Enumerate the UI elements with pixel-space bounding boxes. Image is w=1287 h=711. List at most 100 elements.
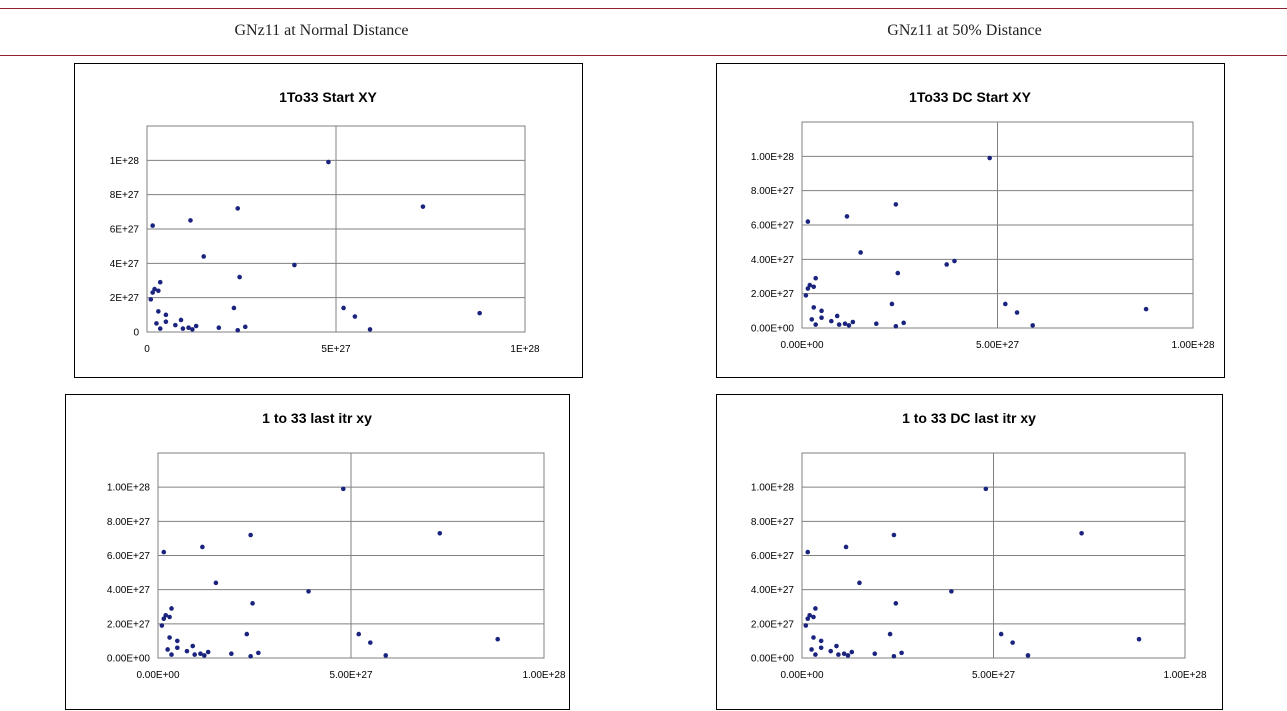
data-point <box>150 223 155 228</box>
x-tick-label: 0 <box>144 344 150 355</box>
data-point <box>893 601 899 606</box>
data-point <box>237 274 242 280</box>
y-tick-label: 0.00E+00 <box>751 654 795 665</box>
data-point <box>198 651 203 657</box>
y-tick-label: 2.00E+27 <box>751 289 795 300</box>
data-point <box>156 309 161 314</box>
data-point <box>190 327 195 332</box>
data-point <box>949 589 954 594</box>
data-point <box>235 327 241 333</box>
y-tick-label: 6E+27 <box>110 225 140 236</box>
data-point <box>998 631 1004 637</box>
data-point <box>1025 653 1031 658</box>
data-point <box>352 314 358 319</box>
data-point <box>163 312 169 318</box>
data-point <box>200 544 205 550</box>
data-point <box>250 601 255 606</box>
data-point <box>192 652 197 657</box>
x-tick-label: 1.00E+28 <box>522 670 566 681</box>
data-point <box>1143 306 1149 312</box>
data-point <box>1014 310 1020 315</box>
y-tick-label: 2.00E+27 <box>751 619 795 630</box>
x-tick-label: 0.00E+00 <box>780 670 824 681</box>
y-tick-label: 1E+28 <box>110 156 140 167</box>
data-point <box>901 320 906 326</box>
chart-panel-half-last: 1 to 33 DC last itr xy 0.00E+00 2.00E+27 4.… <box>716 394 1223 710</box>
data-point <box>180 326 186 331</box>
y-tick-label: 1.00E+28 <box>751 483 795 494</box>
y-tick-label: 2.00E+27 <box>107 619 151 630</box>
y-tick-label: 8E+27 <box>110 190 140 201</box>
y-tick-label: 2E+27 <box>110 293 140 304</box>
y-tick-label: 0.00E+00 <box>107 654 151 665</box>
data-point <box>161 616 167 622</box>
data-point <box>163 319 169 324</box>
data-point <box>201 254 206 259</box>
x-tick-label: 0.00E+00 <box>780 340 824 351</box>
y-tick-label: 0 <box>133 328 139 339</box>
data-point <box>244 631 250 637</box>
data-point <box>306 589 311 594</box>
chart-panel-normal-start: 1To33 Start XY 0 2E+27 4E+27 6E+27 8E+27 1E+28… <box>74 63 583 378</box>
header-left: GNz11 at Normal Distance <box>234 22 409 39</box>
data-point <box>1010 640 1015 645</box>
data-point <box>242 324 248 330</box>
y-tick-label: 0.00E+00 <box>751 324 795 335</box>
chart-panel-normal-last: 1 to 33 last itr xy 0.00E+00 2.00E+27 4.00E… <box>65 394 570 710</box>
data-point <box>857 580 862 586</box>
y-tick-label: 8.00E+27 <box>751 517 795 528</box>
data-point <box>156 288 161 294</box>
data-point <box>813 606 818 611</box>
data-point <box>811 635 816 640</box>
data-point <box>150 290 155 295</box>
data-point <box>477 310 482 316</box>
data-point <box>163 612 169 618</box>
data-point <box>813 275 818 281</box>
y-tick-label: 1.00E+28 <box>107 483 151 494</box>
data-point <box>836 322 842 327</box>
y-tick-label: 4.00E+27 <box>751 255 795 266</box>
data-point <box>213 580 219 586</box>
data-point <box>983 486 989 492</box>
data-point <box>893 323 899 329</box>
data-point <box>193 323 199 329</box>
data-point <box>154 321 159 326</box>
y-tick-label: 1.00E+28 <box>751 152 795 163</box>
data-point <box>819 308 824 314</box>
data-point <box>818 645 824 651</box>
chart-half-last: 1 to 33 DC last itr xy 0.00E+00 2.00E+27 4.… <box>751 410 1207 681</box>
data-point <box>891 653 897 659</box>
data-point <box>231 305 237 311</box>
data-point <box>186 325 191 331</box>
data-point <box>167 614 172 620</box>
chart-title: 1 to 33 last itr xy <box>262 410 372 426</box>
data-point <box>169 652 174 657</box>
data-point <box>165 647 170 652</box>
data-point <box>811 284 817 290</box>
data-point <box>184 648 190 654</box>
data-point <box>148 297 154 302</box>
chart-half-start: 1To33 DC Start XY 0.00E+00 2.00E+27 4.00E+2… <box>751 89 1215 351</box>
x-tick-label: 5.00E+27 <box>972 670 1016 681</box>
data-point <box>167 635 172 640</box>
data-point <box>819 315 824 320</box>
data-point <box>842 321 848 327</box>
data-point <box>834 643 839 649</box>
data-point <box>944 262 949 267</box>
data-point <box>157 326 163 331</box>
data-point <box>805 616 811 622</box>
data-point <box>368 640 373 645</box>
data-point <box>161 549 167 555</box>
data-point <box>849 649 855 655</box>
data-point <box>834 313 840 319</box>
data-point <box>828 648 834 654</box>
data-point <box>813 322 818 327</box>
data-point <box>895 270 901 276</box>
data-point <box>1003 301 1008 307</box>
data-point <box>807 612 812 618</box>
chart-title: 1To33 Start XY <box>279 89 377 105</box>
data-point <box>256 650 261 656</box>
data-point <box>340 486 346 492</box>
x-tick-label: 5.00E+27 <box>329 670 373 681</box>
data-point <box>807 282 813 288</box>
